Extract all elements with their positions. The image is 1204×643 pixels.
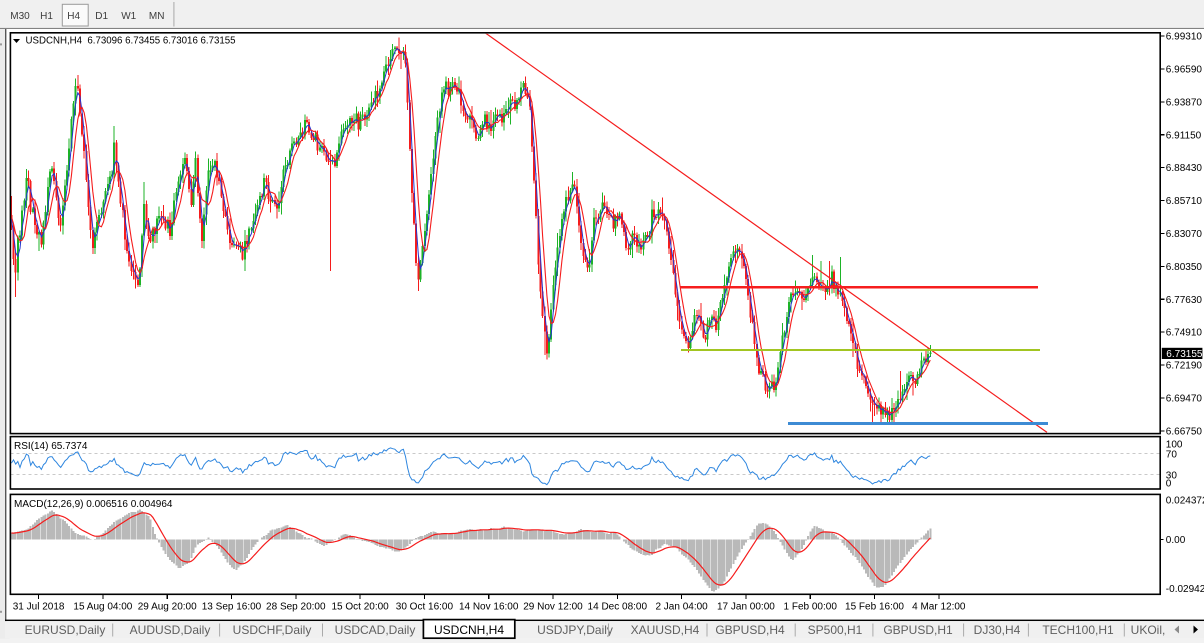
svg-text:DJ30,H4: DJ30,H4	[974, 623, 1021, 637]
svg-text:30 Oct 16:00: 30 Oct 16:00	[396, 601, 454, 612]
svg-text:13 Sep 16:00: 13 Sep 16:00	[202, 601, 262, 612]
svg-text:USDJPY,Daily: USDJPY,Daily	[537, 623, 613, 637]
svg-text:0: 0	[1166, 479, 1172, 490]
svg-text:RSI(14) 65.7374: RSI(14) 65.7374	[14, 441, 88, 452]
svg-text:W1: W1	[121, 11, 136, 22]
svg-text:15 Feb 16:00: 15 Feb 16:00	[845, 601, 904, 612]
svg-text:70: 70	[1166, 449, 1178, 460]
svg-text:15 Aug 04:00: 15 Aug 04:00	[73, 601, 132, 612]
svg-text:6.93870: 6.93870	[1166, 97, 1203, 108]
svg-text:100: 100	[1166, 440, 1183, 451]
svg-text:6.72190: 6.72190	[1166, 361, 1203, 372]
svg-text:H4: H4	[67, 11, 80, 22]
svg-text:29 Nov 12:00: 29 Nov 12:00	[523, 601, 583, 612]
svg-text:GBPUSD,H4: GBPUSD,H4	[715, 623, 785, 637]
svg-text:31 Jul 2018: 31 Jul 2018	[13, 601, 65, 612]
svg-text:6.99310: 6.99310	[1166, 32, 1203, 43]
svg-text:6.80350: 6.80350	[1166, 262, 1203, 273]
svg-text:6.77630: 6.77630	[1166, 295, 1203, 306]
svg-text:M30: M30	[10, 11, 30, 22]
svg-text:USDCHF,Daily: USDCHF,Daily	[233, 623, 312, 637]
svg-text:6.91150: 6.91150	[1166, 130, 1202, 141]
svg-text:29 Aug 20:00: 29 Aug 20:00	[138, 601, 197, 612]
svg-text:MACD(12,26,9) 0.006516 0.00496: MACD(12,26,9) 0.006516 0.004964	[14, 499, 173, 510]
svg-text:30: 30	[1166, 470, 1178, 481]
svg-text:EURUSD,Daily: EURUSD,Daily	[25, 623, 106, 637]
svg-text:GBPUSD,H1: GBPUSD,H1	[883, 623, 953, 637]
svg-text:MN: MN	[149, 11, 165, 22]
svg-text:15 Oct 20:00: 15 Oct 20:00	[331, 601, 389, 612]
svg-text:14 Nov 16:00: 14 Nov 16:00	[459, 601, 519, 612]
svg-text:USDCAD,Daily: USDCAD,Daily	[335, 623, 416, 637]
svg-text:17 Jan 00:00: 17 Jan 00:00	[717, 601, 775, 612]
svg-text:USDCNH,H4: USDCNH,H4	[434, 623, 504, 637]
svg-text:SP500,H1: SP500,H1	[808, 623, 863, 637]
svg-text:TECH100,H1: TECH100,H1	[1042, 623, 1114, 637]
svg-text:6.74910: 6.74910	[1166, 328, 1203, 339]
svg-text:6.69470: 6.69470	[1166, 394, 1203, 405]
svg-text:6.83070: 6.83070	[1166, 229, 1203, 240]
svg-text:28 Sep 20:00: 28 Sep 20:00	[266, 601, 326, 612]
svg-text:USDCNH,H4 6.73096 6.73455 6.7: USDCNH,H4 6.73096 6.73455 6.73016 6.7315…	[26, 36, 236, 47]
svg-text:2 Jan 04:00: 2 Jan 04:00	[655, 601, 708, 612]
svg-text:4 Mar 12:00: 4 Mar 12:00	[912, 601, 966, 612]
svg-text:1 Feb 00:00: 1 Feb 00:00	[784, 601, 838, 612]
svg-text:6.88430: 6.88430	[1166, 163, 1203, 174]
svg-text:0.024372: 0.024372	[1166, 495, 1204, 506]
svg-text:D1: D1	[95, 11, 108, 22]
svg-text:XAUUSD,H4: XAUUSD,H4	[631, 623, 700, 637]
svg-text:6.96590: 6.96590	[1166, 65, 1203, 76]
svg-text:AUDUSD,Daily: AUDUSD,Daily	[130, 623, 211, 637]
svg-text:UKOil,: UKOil,	[1131, 623, 1166, 637]
svg-text:14 Dec 08:00: 14 Dec 08:00	[588, 601, 648, 612]
svg-text:0.00: 0.00	[1166, 535, 1186, 546]
svg-text:6.85710: 6.85710	[1166, 196, 1203, 207]
svg-text:6.73155: 6.73155	[1166, 349, 1203, 360]
svg-text:6.66750: 6.66750	[1166, 426, 1203, 437]
svg-text:H1: H1	[40, 11, 53, 22]
